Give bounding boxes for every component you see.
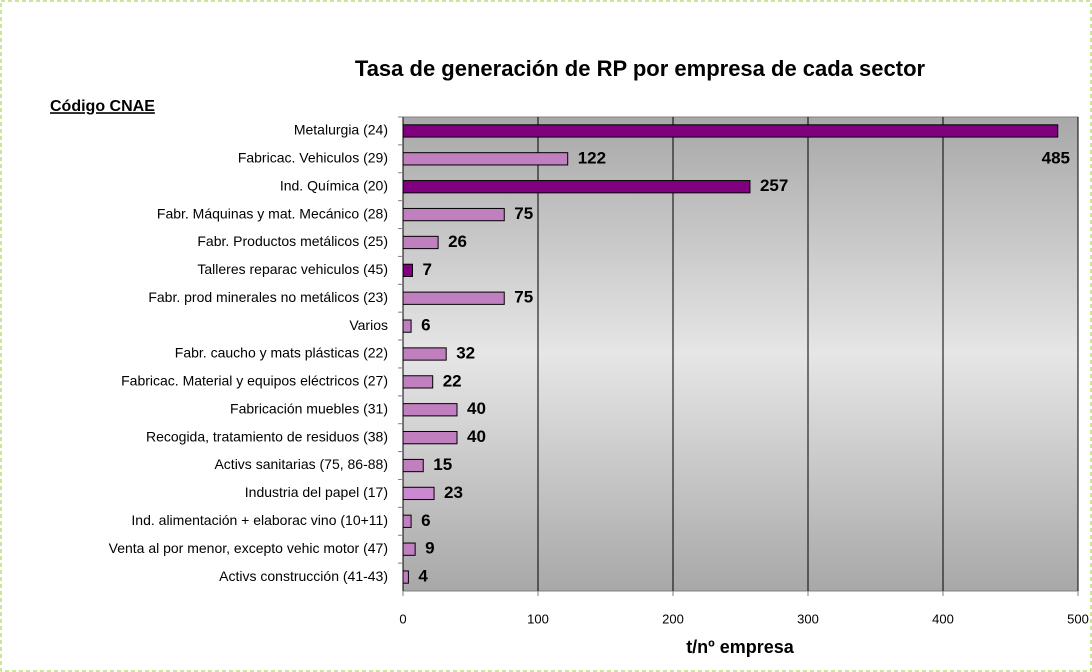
x-tick-label: 100 bbox=[527, 611, 549, 626]
y-tick-label: Fabr. Productos metálicos (25) bbox=[197, 233, 388, 249]
x-tick-label: 500 bbox=[1067, 611, 1089, 626]
y-tick-label: Industria del papel (17) bbox=[245, 484, 388, 500]
x-tick-label: 300 bbox=[797, 611, 819, 626]
x-tick-label: 200 bbox=[662, 611, 684, 626]
bar bbox=[402, 542, 416, 556]
x-tick-label: 400 bbox=[932, 611, 954, 626]
bar bbox=[402, 570, 409, 584]
x-axis-label: t/nº empresa bbox=[686, 637, 795, 657]
value-label: 75 bbox=[514, 288, 533, 307]
bar bbox=[402, 431, 458, 445]
bar bbox=[402, 403, 458, 417]
bar bbox=[402, 180, 751, 194]
value-label: 40 bbox=[467, 399, 486, 418]
plot-area bbox=[402, 116, 1079, 592]
y-tick-label: Activs construcción (41-43) bbox=[219, 568, 388, 584]
y-tick-label: Activs sanitarias (75, 86-88) bbox=[214, 456, 388, 472]
y-tick-label: Fabricac. Material y equipos eléctricos … bbox=[121, 373, 388, 389]
value-label: 75 bbox=[514, 204, 533, 223]
bar bbox=[402, 291, 505, 305]
y-tick-label: Fabricac. Vehiculos (29) bbox=[238, 150, 388, 166]
y-tick-label: Fabr. caucho y mats plásticas (22) bbox=[175, 345, 388, 361]
value-label: 122 bbox=[578, 148, 606, 167]
bar bbox=[402, 207, 505, 222]
value-label: 40 bbox=[467, 427, 486, 446]
y-tick-label: Metalurgia (24) bbox=[294, 122, 388, 138]
bar bbox=[402, 486, 435, 501]
y-tick-label: Varios bbox=[349, 317, 388, 333]
value-label: 4 bbox=[418, 567, 428, 586]
bar bbox=[402, 347, 447, 361]
value-label: 15 bbox=[433, 455, 452, 474]
value-label: 32 bbox=[456, 343, 475, 362]
y-axis-label: Código CNAE bbox=[50, 98, 155, 115]
y-tick-label: Fabr. prod minerales no metálicos (23) bbox=[148, 289, 388, 305]
value-label: 9 bbox=[425, 539, 434, 558]
x-tick-label: 0 bbox=[399, 611, 406, 626]
bar bbox=[402, 458, 424, 473]
value-label: 6 bbox=[421, 511, 430, 530]
value-label: 485 bbox=[1042, 148, 1070, 167]
y-tick-label: Ind. alimentación + elaborac vino (10+11… bbox=[131, 512, 388, 528]
bar bbox=[402, 375, 434, 389]
y-tick-label: Venta al por menor, excepto vehic motor … bbox=[109, 540, 388, 556]
y-tick-label: Ind. Química (20) bbox=[280, 177, 388, 193]
value-label: 26 bbox=[448, 232, 467, 251]
value-label: 6 bbox=[421, 316, 430, 335]
y-tick-label: Fabr. Máquinas y mat. Mecánico (28) bbox=[157, 205, 388, 221]
bar bbox=[402, 263, 413, 277]
bar bbox=[402, 124, 1059, 138]
bar bbox=[402, 152, 569, 166]
value-label: 23 bbox=[444, 483, 463, 502]
y-tick-label: Fabricación muebles (31) bbox=[230, 400, 388, 416]
bar bbox=[402, 235, 439, 250]
value-label: 257 bbox=[760, 176, 788, 195]
bar bbox=[402, 514, 412, 528]
value-label: 22 bbox=[443, 371, 462, 390]
bar bbox=[402, 319, 412, 333]
y-tick-label: Recogida, tratamiento de residuos (38) bbox=[146, 428, 388, 444]
y-tick-label: Talleres reparac vehiculos (45) bbox=[197, 261, 388, 277]
value-label: 7 bbox=[422, 260, 431, 279]
chart-title: Tasa de generación de RP por empresa de … bbox=[355, 56, 926, 81]
